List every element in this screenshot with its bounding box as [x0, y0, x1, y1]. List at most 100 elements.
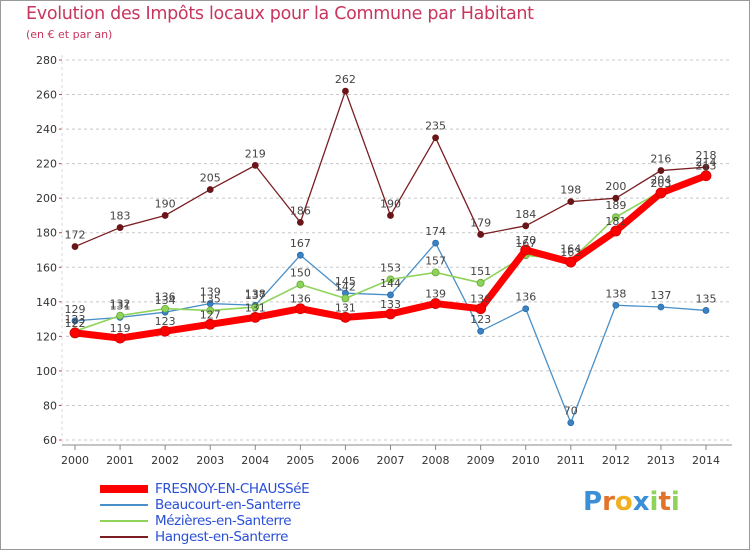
point-fresnoy-2003: [204, 318, 216, 330]
data-label-beaucourt-2014: 135: [696, 292, 717, 305]
point-mezieres-2003: [206, 306, 215, 315]
y-tick-label-240: 240: [36, 123, 57, 136]
data-label-beaucourt-2006: 145: [335, 275, 356, 288]
point-hangest-2000: [71, 243, 79, 250]
point-fresnoy-2007: [385, 308, 396, 320]
x-tick-label-2011: 2011: [557, 454, 585, 467]
data-label-hangest-2009: 179: [470, 216, 491, 229]
point-hangest-2006: [342, 87, 349, 95]
data-label-hangest-2001: 183: [110, 210, 131, 223]
y-tick-label-120: 120: [36, 330, 57, 343]
legend-swatch-fresnoy: [100, 485, 148, 493]
legend-label-mezieres: Mézières-en-Santerre: [155, 513, 292, 529]
x-tick-label-2012: 2012: [602, 454, 630, 467]
data-label-mezieres-2010: 167: [515, 237, 536, 250]
data-label-beaucourt-2009: 123: [470, 313, 491, 326]
data-label-hangest-2007: 190: [380, 197, 401, 210]
data-label-fresnoy-2001: 119: [110, 322, 131, 335]
legend-label-beaucourt: Beaucourt-en-Santerre: [155, 497, 301, 513]
point-hangest-2011: [567, 198, 575, 206]
x-tick-label-2008: 2008: [422, 454, 450, 467]
point-fresnoy-2011: [565, 256, 577, 268]
legend-label-fresnoy: FRESNOY-EN-CHAUSSéE: [155, 481, 310, 497]
y-tick-label-80: 80: [43, 399, 57, 412]
data-label-beaucourt-2010: 136: [515, 291, 536, 304]
data-label-mezieres-2004: 137: [245, 289, 266, 302]
logo-letter: P: [583, 487, 603, 517]
data-label-fresnoy-2014: 213: [696, 160, 717, 173]
logo-letter: o: [614, 487, 633, 517]
y-tick-label-200: 200: [36, 192, 57, 205]
y-tick-label-220: 220: [36, 158, 57, 171]
data-label-hangest-2014: 218: [696, 149, 717, 162]
legend-swatch-mezieres: [100, 520, 148, 522]
data-label-mezieres-2012: 189: [605, 199, 626, 212]
point-beaucourt-2003: [206, 300, 214, 307]
point-fresnoy-2008: [430, 298, 441, 309]
legend-swatch-hangest: [100, 536, 148, 538]
data-label-mezieres-2007: 153: [380, 261, 401, 274]
point-hangest-2012: [612, 194, 620, 202]
x-tick-label-2003: 2003: [196, 454, 224, 467]
legend-item-hangest: Hangest-en-Santerre: [100, 529, 420, 545]
x-tick-label-2002: 2002: [151, 454, 179, 467]
x-tick-label-2006: 2006: [331, 454, 359, 467]
point-beaucourt-2011: [567, 419, 575, 427]
data-label-beaucourt-2002: 134: [155, 294, 176, 307]
data-label-beaucourt-2000: 129: [65, 303, 86, 316]
data-label-mezieres-2011: 164: [560, 242, 581, 255]
point-hangest-2013: [657, 167, 665, 174]
data-label-fresnoy-2004: 131: [245, 301, 266, 314]
point-hangest-2003: [206, 186, 214, 193]
data-label-fresnoy-2011: 163: [560, 246, 581, 259]
y-tick-label-260: 260: [36, 89, 57, 102]
data-label-hangest-2012: 200: [605, 180, 626, 193]
legend-label-hangest: Hangest-en-Santerre: [155, 529, 289, 545]
grid-layer: [66, 59, 732, 441]
data-label-mezieres-2014: 214: [696, 156, 717, 169]
y-tick-label-100: 100: [36, 365, 57, 378]
logo-letter: t: [658, 487, 671, 517]
data-label-fresnoy-2006: 131: [335, 301, 356, 314]
point-mezieres-2001: [116, 311, 124, 320]
point-mezieres-2004: [251, 303, 260, 311]
data-label-mezieres-2009: 151: [470, 265, 491, 278]
data-label-fresnoy-2013: 203: [650, 177, 671, 190]
point-mezieres-2007: [386, 275, 395, 284]
point-hangest-2010: [522, 222, 530, 230]
point-hangest-2005: [296, 218, 304, 226]
point-fresnoy-2004: [249, 311, 261, 323]
data-label-mezieres-2001: 132: [110, 298, 131, 311]
x-tick-label-2009: 2009: [467, 454, 495, 467]
point-beaucourt-2005: [296, 251, 304, 259]
y-tick-label-160: 160: [36, 261, 57, 274]
point-mezieres-2012: [611, 213, 620, 222]
y-tick-label-180: 180: [36, 227, 57, 240]
legend-swatch-beaucourt: [100, 504, 148, 506]
data-label-fresnoy-2010: 170: [515, 234, 536, 247]
point-beaucourt-2000: [71, 317, 79, 325]
data-label-fresnoy-2007: 133: [380, 298, 401, 311]
point-hangest-2001: [116, 224, 124, 231]
y-tick-label-60: 60: [43, 434, 57, 447]
y-tick-label-140: 140: [36, 296, 57, 309]
data-label-hangest-2013: 216: [650, 153, 671, 166]
data-label-hangest-2005: 186: [290, 204, 311, 217]
point-beaucourt-2012: [612, 301, 620, 309]
legend-item-fresnoy: FRESNOY-EN-CHAUSSéE: [100, 481, 420, 497]
point-hangest-2007: [387, 212, 394, 219]
data-label-mezieres-2003: 135: [200, 292, 221, 305]
logo-letter: x: [632, 487, 650, 517]
logo-letter: i: [649, 487, 659, 517]
data-label-hangest-2000: 172: [65, 229, 86, 242]
data-label-mezieres-2006: 142: [335, 280, 356, 293]
data-label-fresnoy-2000: 122: [65, 317, 86, 330]
data-label-hangest-2003: 205: [200, 172, 221, 185]
point-fresnoy-2010: [520, 244, 532, 256]
x-tick-label-2005: 2005: [286, 454, 314, 467]
point-mezieres-2009: [476, 278, 485, 287]
data-label-beaucourt-2012: 138: [605, 287, 626, 300]
x-tick-label-2000: 2000: [61, 454, 89, 467]
